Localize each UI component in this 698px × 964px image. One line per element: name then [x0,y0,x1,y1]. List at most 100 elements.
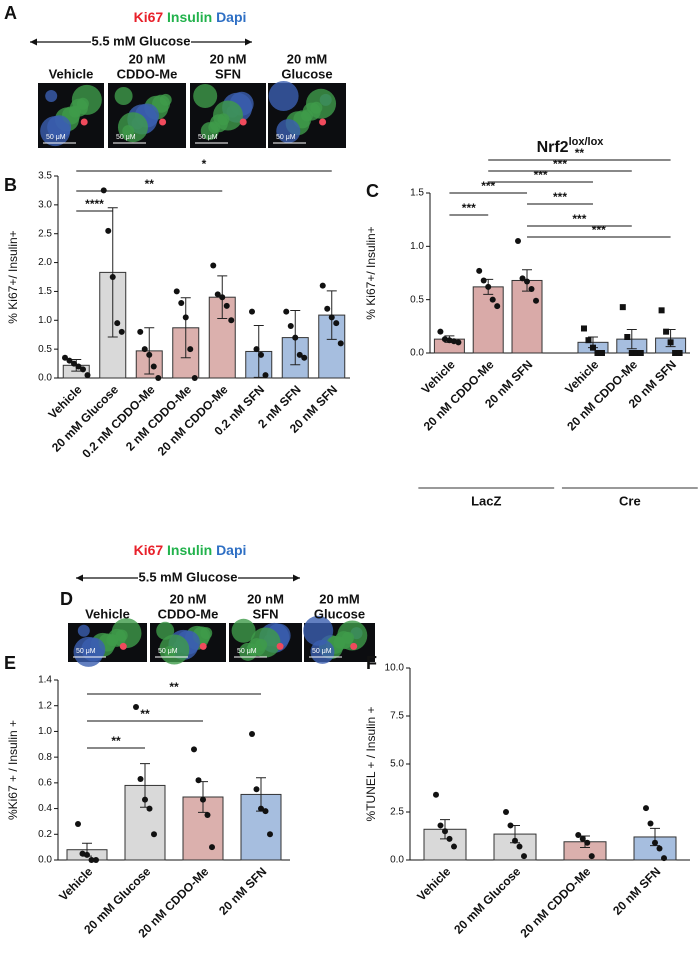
stain-legend: Ki67 Insulin Dapi [134,9,247,25]
data-point [515,238,522,244]
cell [71,84,102,115]
data-point [267,831,273,838]
x-tick-label: 2 nM CDDO-Me [123,382,194,453]
data-point [594,350,601,356]
data-point [489,296,496,303]
data-point [442,828,448,835]
y-tick-label: 7.5 [390,711,404,722]
legend-entry: Insulin [167,9,212,25]
cell [231,618,256,643]
error-bar [253,324,264,378]
data-point [643,805,649,812]
y-tick-label: 1.5 [410,188,424,199]
error-bar [626,329,637,350]
data-point [637,350,644,356]
cell [47,115,72,140]
y-tick-label: 2.5 [390,807,404,818]
y-tick-label: 0.8 [38,752,52,763]
y-tick-label: 0.0 [390,855,404,866]
data-point [451,843,457,850]
arrow-label-bg [138,570,238,586]
data-point [88,857,95,863]
data-point [579,835,586,842]
arrow-label: 5.5 mM Glucose [139,569,238,584]
data-point [519,275,526,282]
significance-label: ** [140,707,150,721]
significance-label: * [202,157,207,171]
cell [106,634,119,647]
cell [333,636,346,649]
data-point [258,805,264,812]
cell [301,109,313,122]
data-point [628,350,635,356]
cell [213,100,243,131]
cell [303,615,334,646]
cell [276,119,301,144]
data-point [262,808,269,815]
ki67-spot [350,642,358,650]
data-point [155,375,162,381]
condition-label: SFN [253,606,279,621]
panel-letter: D [60,589,73,609]
data-point [663,328,670,335]
data-point [84,372,91,379]
data-point [66,357,73,364]
data-point [173,288,180,295]
condition-label: 20 mM [287,51,327,66]
data-point [62,354,68,361]
scale-bar-label: 50 μM [158,648,178,655]
data-point [624,334,631,340]
condition-label: 20 nM [129,51,166,66]
data-point [446,835,453,842]
data-point [178,299,185,306]
error-bar [144,327,155,375]
data-point [228,317,235,324]
chart-title: Nrf2lox/lox [537,136,605,156]
data-point [455,339,462,346]
x-tick-label: 20 nM CDDO-Me [421,357,497,433]
data-point [100,187,107,194]
data-point [619,304,626,311]
data-point [133,704,139,710]
ki67-spot [239,118,247,126]
data-point [141,346,148,353]
cell [117,112,148,143]
data-point [598,350,605,356]
y-tick-label: 1.0 [410,241,424,252]
data-point [71,360,77,367]
data-point [441,336,448,343]
data-point [667,339,674,346]
data-point [142,796,148,803]
data-point [521,853,527,860]
data-point [114,320,121,327]
condition-label: CDDO-Me [158,606,219,621]
data-point [437,328,444,335]
data-point [647,820,654,827]
data-point [105,227,112,234]
data-point [528,286,535,292]
arrow-head [76,574,83,582]
data-point [191,746,197,753]
data-point [507,822,514,829]
scale-bar-label: 50 μM [312,648,332,655]
data-point [328,314,335,321]
cell [68,105,81,118]
y-tick-label: 1.2 [38,700,52,711]
scale-bar-label: 50 μM [198,134,218,141]
data-point [589,344,596,351]
data-point [324,305,331,312]
data-point [652,839,658,846]
ki67-spot [199,642,207,650]
cell [114,87,133,105]
x-tick-label: 20 mM Glucose [451,864,523,936]
y-tick-label: 0.4 [38,803,52,814]
significance-label: ** [575,146,585,160]
bar [472,286,504,354]
condition-label: 20 nM [247,591,284,606]
ki67-spot [276,642,284,650]
x-tick-label: 20 nM CDDO-Me [564,357,640,433]
data-point [223,302,230,309]
significance-label: **** [85,197,104,211]
